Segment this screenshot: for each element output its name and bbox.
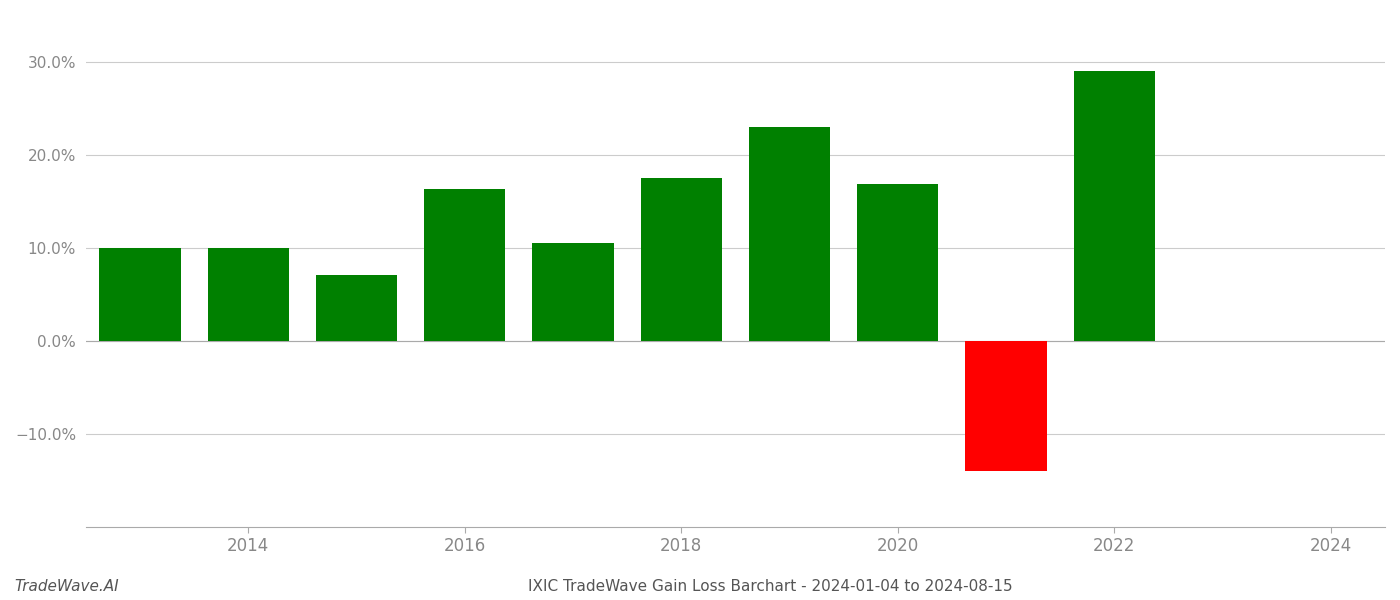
Bar <box>966 341 1047 471</box>
Bar <box>316 275 398 341</box>
Bar <box>641 178 722 341</box>
Bar <box>99 248 181 341</box>
Bar <box>749 127 830 341</box>
Bar <box>532 243 613 341</box>
Bar <box>857 184 938 341</box>
Text: TradeWave.AI: TradeWave.AI <box>14 579 119 594</box>
Bar <box>207 248 288 341</box>
Text: IXIC TradeWave Gain Loss Barchart - 2024-01-04 to 2024-08-15: IXIC TradeWave Gain Loss Barchart - 2024… <box>528 579 1012 594</box>
Bar <box>1074 71 1155 341</box>
Bar <box>424 189 505 341</box>
